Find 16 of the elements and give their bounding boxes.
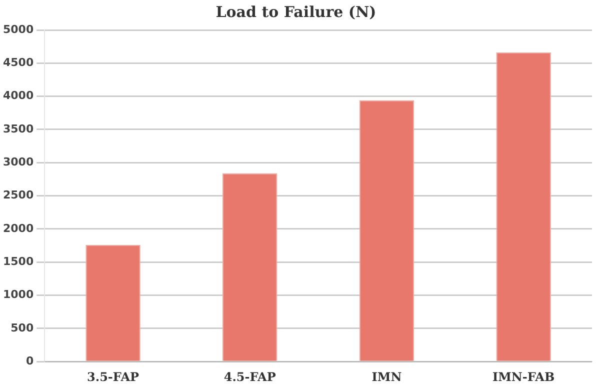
chart-title: Load to Failure (N) (216, 2, 376, 21)
y-tick-label: 3500 (2, 122, 34, 136)
y-tick-label: 5000 (2, 22, 34, 36)
y-tick-label: 2000 (2, 222, 34, 235)
x-tick-label: 3.5-FAP (87, 370, 140, 384)
y-tick-label: 4500 (2, 56, 34, 70)
y-tick-label: 500 (10, 321, 34, 334)
x-tick-label: IMN-FAB (492, 370, 555, 384)
x-tick-label: 4.5-FAP (224, 370, 276, 384)
y-tick-label: 1500 (2, 254, 34, 268)
y-tick-label: 3000 (2, 156, 34, 168)
y-tick-label: 0 (26, 354, 34, 368)
y-tick-label: 4000 (2, 89, 34, 102)
x-tick-label: IMN (372, 370, 402, 384)
y-tick-label: 2500 (2, 188, 34, 202)
y-tick-label: 1000 (2, 288, 34, 302)
